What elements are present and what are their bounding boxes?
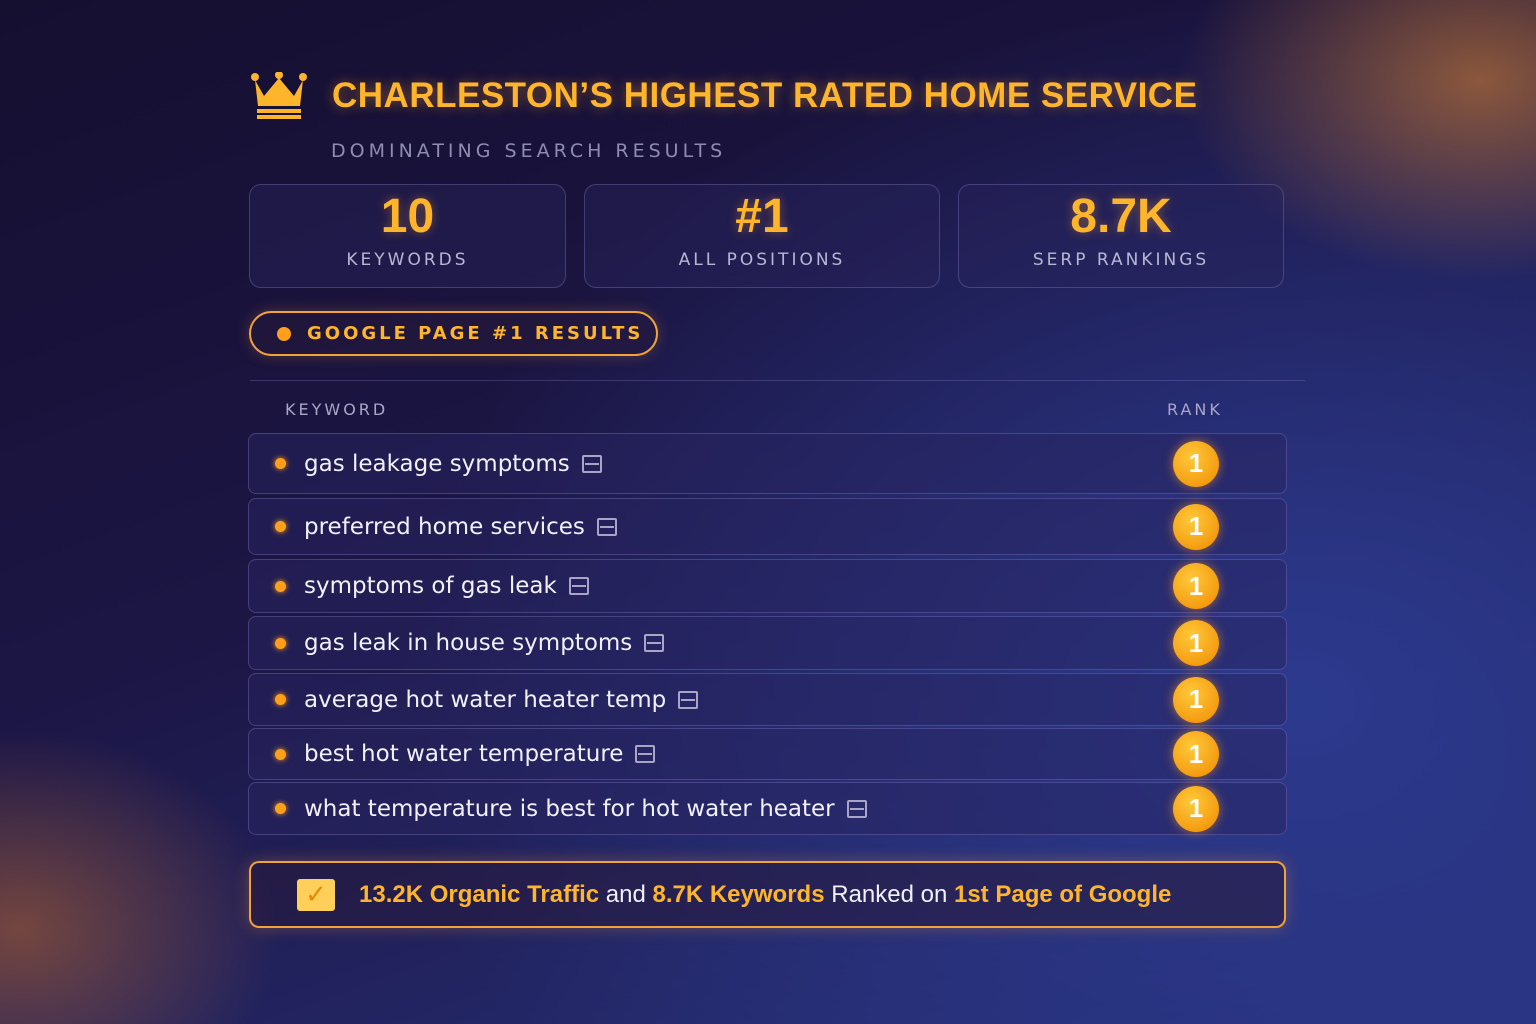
stat-value: 10 — [380, 190, 435, 243]
summary-joiner: and — [599, 880, 653, 908]
summary-page: 1st Page of Google — [953, 880, 1172, 908]
stat-keywords: 10 KEYWORDS — [249, 184, 566, 288]
stat-value: 8.7K — [1070, 190, 1172, 243]
stat-label: ALL POSITIONS — [678, 250, 846, 270]
table-row: preferred home services 1 — [248, 498, 1287, 555]
rank-badge: 1 — [1173, 503, 1219, 550]
bullet-icon — [275, 748, 286, 760]
keyword-text: symptoms of gas leak — [304, 573, 557, 599]
rank-badge: 1 — [1173, 620, 1219, 666]
crown-icon — [251, 72, 307, 119]
dot-icon — [277, 326, 291, 341]
bullet-icon — [275, 637, 286, 649]
table-row: gas leakage symptoms 1 — [248, 433, 1287, 494]
stat-value: #1 — [735, 190, 789, 243]
collapse-icon[interactable] — [644, 634, 665, 652]
summary-text: 13.2K Organic Traffic and 8.7K Keywords … — [359, 881, 1171, 909]
stat-positions: #1 ALL POSITIONS — [584, 184, 940, 288]
summary-keywords: 8.7K Keywords — [652, 880, 825, 908]
table-row: symptoms of gas leak 1 — [248, 559, 1287, 613]
column-header-keyword: KEYWORD — [285, 400, 389, 419]
stat-label: SERP RANKINGS — [1032, 250, 1210, 270]
stat-serp: 8.7K SERP RANKINGS — [958, 184, 1284, 288]
page-title: CHARLESTON’S HIGHEST RATED HOME SERVICE — [332, 76, 1198, 115]
bullet-icon — [275, 580, 286, 592]
table-row: gas leak in house symptoms 1 — [248, 616, 1287, 670]
checkbox-icon: ✓ — [297, 878, 335, 911]
collapse-icon[interactable] — [635, 745, 656, 763]
rank-badge: 1 — [1173, 676, 1219, 723]
bullet-icon — [275, 458, 286, 469]
table-row: average hot water heater temp 1 — [248, 673, 1287, 726]
rank-badge: 1 — [1173, 563, 1219, 609]
keyword-text: what temperature is best for hot water h… — [304, 795, 835, 822]
summary-joiner: Ranked on — [824, 880, 954, 908]
column-header-rank: RANK — [1167, 400, 1223, 419]
collapse-icon[interactable] — [581, 454, 602, 473]
keyword-text: gas leakage symptoms — [304, 450, 570, 477]
collapse-icon[interactable] — [846, 799, 867, 818]
divider — [250, 380, 1305, 381]
rank-badge: 1 — [1173, 785, 1219, 832]
bullet-icon — [275, 694, 286, 705]
bullet-icon — [275, 521, 286, 532]
table-row: what temperature is best for hot water h… — [248, 782, 1287, 835]
summary-banner: ✓ 13.2K Organic Traffic and 8.7K Keyword… — [249, 861, 1286, 928]
results-badge: GOOGLE PAGE #1 RESULTS — [249, 311, 658, 356]
bullet-icon — [275, 803, 286, 814]
keyword-text: best hot water temperature — [304, 741, 624, 767]
collapse-icon[interactable] — [596, 517, 617, 536]
stat-label: KEYWORDS — [346, 250, 469, 270]
page-subtitle: DOMINATING SEARCH RESULTS — [331, 140, 727, 162]
collapse-icon[interactable] — [678, 690, 699, 709]
keyword-text: average hot water heater temp — [304, 686, 667, 713]
table-row: best hot water temperature 1 — [248, 728, 1287, 780]
keyword-text: preferred home services — [304, 513, 585, 540]
keyword-text: gas leak in house symptoms — [304, 630, 633, 656]
summary-traffic: 13.2K Organic Traffic — [359, 880, 600, 908]
collapse-icon[interactable] — [568, 577, 589, 595]
rank-badge: 1 — [1173, 731, 1219, 777]
rank-badge: 1 — [1173, 440, 1219, 487]
badge-label: GOOGLE PAGE #1 RESULTS — [307, 323, 644, 344]
